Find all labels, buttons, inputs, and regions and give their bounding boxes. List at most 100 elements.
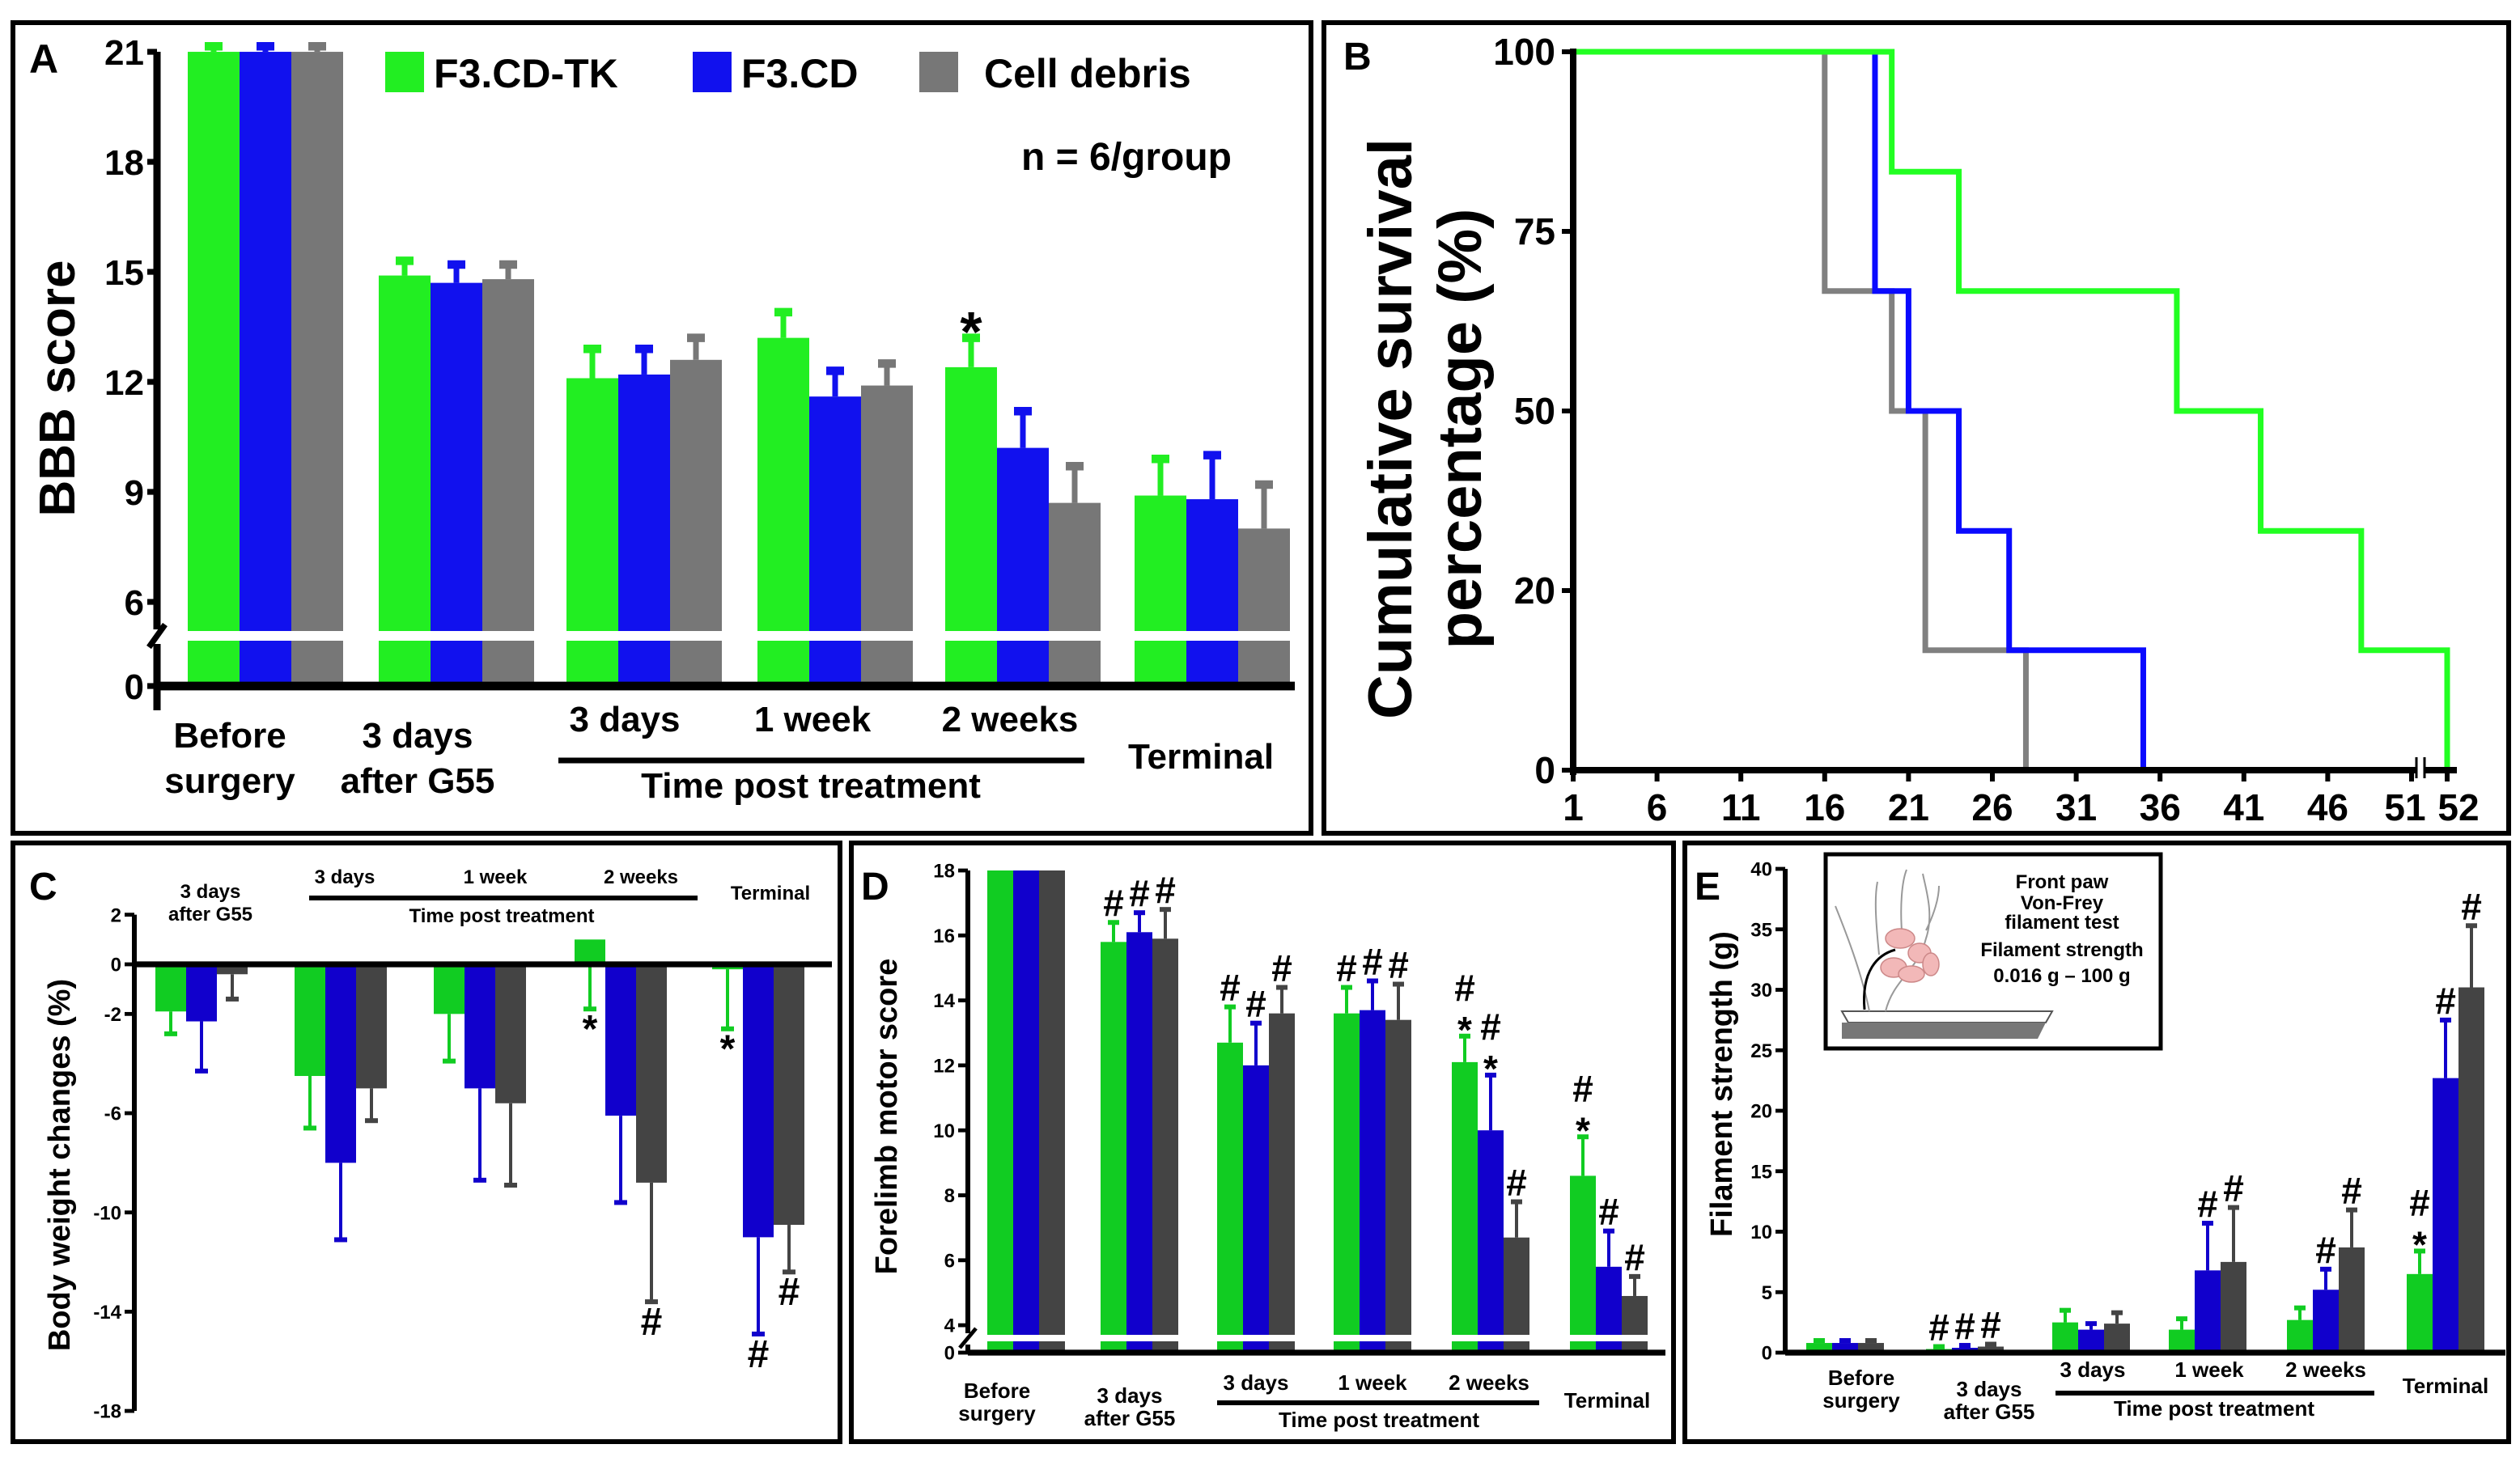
- survival-curve: [1573, 49, 2146, 770]
- bar: [1135, 495, 1186, 631]
- significance-hash: #: [1220, 967, 1241, 1009]
- y-tick-label: -10: [93, 1202, 121, 1224]
- y-axis-label: percentage (%): [1426, 209, 1495, 650]
- y-tick-label: 4: [944, 1315, 956, 1337]
- significance-hash: #: [2435, 980, 2456, 1022]
- y-tick-label: 35: [1750, 919, 1772, 941]
- inset-text: 0.016 g – 100 g: [1993, 965, 2130, 987]
- bar: [295, 964, 325, 1077]
- bar: [1360, 1010, 1385, 1335]
- bar: [566, 378, 618, 631]
- y-tick-label: 20: [1514, 570, 1555, 612]
- bar: [1152, 938, 1178, 1335]
- significance-hash: #: [1103, 882, 1124, 924]
- legend-label: F3.CD-TK: [434, 51, 618, 96]
- y-tick-label: 20: [1750, 1101, 1772, 1123]
- bar: [186, 964, 217, 1022]
- x-category-label: Before: [173, 716, 286, 756]
- x-category-label: 2 weeks: [2285, 1357, 2366, 1382]
- y-tick-label: 0: [125, 667, 144, 707]
- x-category-label: after G55: [1944, 1400, 2035, 1424]
- legend-label: F3.CD: [741, 51, 858, 96]
- significance-asterisk: *: [2412, 1224, 2427, 1266]
- bar: [2407, 1273, 2433, 1353]
- significance-asterisk: *: [1576, 1109, 1590, 1151]
- x-category-label: 3 days: [363, 716, 473, 756]
- axis-break-gap: [2416, 756, 2425, 780]
- bar: [1217, 1042, 1243, 1335]
- y-tick-label: 6: [944, 1250, 955, 1272]
- y-tick-label: 21: [104, 33, 144, 73]
- significance-hash: #: [1336, 947, 1357, 989]
- bar: [1039, 870, 1065, 1335]
- bar-lower-segment: [757, 641, 809, 686]
- x-tick-label: 11: [1721, 786, 1761, 828]
- significance-hash: #: [2409, 1182, 2430, 1224]
- panel-b-frame: [1322, 20, 2511, 836]
- panel-letter: C: [29, 866, 57, 909]
- bar: [2339, 1247, 2365, 1353]
- y-tick-label: -2: [104, 1004, 121, 1026]
- y-tick-label: 18: [933, 861, 955, 883]
- bar: [2078, 1329, 2104, 1353]
- panel-e-frame: [1682, 841, 2511, 1444]
- significance-asterisk: *: [583, 1008, 598, 1051]
- significance-hash: #: [2461, 885, 2482, 927]
- bar: [1596, 1266, 1622, 1335]
- y-tick-label: 50: [1514, 390, 1555, 432]
- axis-break-mark: [146, 622, 168, 650]
- bar: [1269, 1013, 1295, 1335]
- y-tick-label: 0: [1762, 1343, 1772, 1365]
- bar-lower-segment: [566, 641, 618, 686]
- x-tick-label: 52: [2437, 786, 2479, 828]
- y-tick-label: 10: [1750, 1222, 1772, 1243]
- bar: [1385, 1019, 1411, 1335]
- significance-hash: #: [1954, 1305, 1975, 1347]
- x-tick-label: 1: [1563, 786, 1584, 828]
- significance-hash: #: [1624, 1236, 1645, 1278]
- bar-lower-segment: [670, 641, 722, 686]
- y-axis-label: Forelimb motor score: [870, 959, 904, 1275]
- x-category-label: after G55: [341, 761, 495, 801]
- bar: [1452, 1061, 1478, 1335]
- x-category-label: Terminal: [731, 883, 810, 904]
- panel-a-frame: [11, 20, 1313, 836]
- bar: [1238, 528, 1290, 631]
- bar: [670, 359, 722, 631]
- x-tick-label: 46: [2307, 786, 2348, 828]
- y-tick-label: 8: [944, 1185, 955, 1207]
- legend-label: Cell debris: [984, 51, 1191, 96]
- bar: [2313, 1290, 2339, 1353]
- y-tick-label: 12: [933, 1056, 955, 1078]
- bar: [465, 964, 495, 1089]
- inset-text: Front paw: [2016, 871, 2109, 893]
- bar-lower-segment: [861, 641, 913, 686]
- bar: [155, 964, 186, 1012]
- bar: [495, 964, 526, 1103]
- bar: [356, 964, 387, 1089]
- panel-d-forelimb-motor: D # # ## ## # # #*#*##*###04681012141618Forelim…: [849, 841, 1676, 1444]
- y-tick-label: -6: [104, 1103, 121, 1125]
- x-category-label: 2 weeks: [1449, 1370, 1529, 1395]
- x-category-label: 3 days: [2060, 1357, 2126, 1382]
- significance-hash: #: [748, 1333, 770, 1376]
- significance-hash: #: [1271, 947, 1292, 989]
- significance-hash: #: [1155, 869, 1176, 911]
- y-tick-label: 15: [104, 253, 144, 293]
- paw-illustration-icon: [1835, 869, 1940, 1012]
- x-group-label: Time post treatment: [1279, 1408, 1479, 1432]
- significance-hash: #: [1598, 1191, 1619, 1233]
- panel-d-frame: [849, 841, 1676, 1444]
- x-category-label: 3 days: [1957, 1377, 2022, 1401]
- bar: [1334, 1013, 1360, 1335]
- bar-lower-segment: [618, 641, 670, 686]
- significance-hash: #: [2197, 1183, 2218, 1225]
- bar: [188, 52, 240, 632]
- x-tick-label: 26: [1971, 786, 2013, 828]
- y-tick-label: 40: [1750, 859, 1772, 881]
- bar: [2221, 1261, 2246, 1353]
- panel-letter: E: [1695, 866, 1720, 909]
- paw-pad: [1922, 952, 1940, 976]
